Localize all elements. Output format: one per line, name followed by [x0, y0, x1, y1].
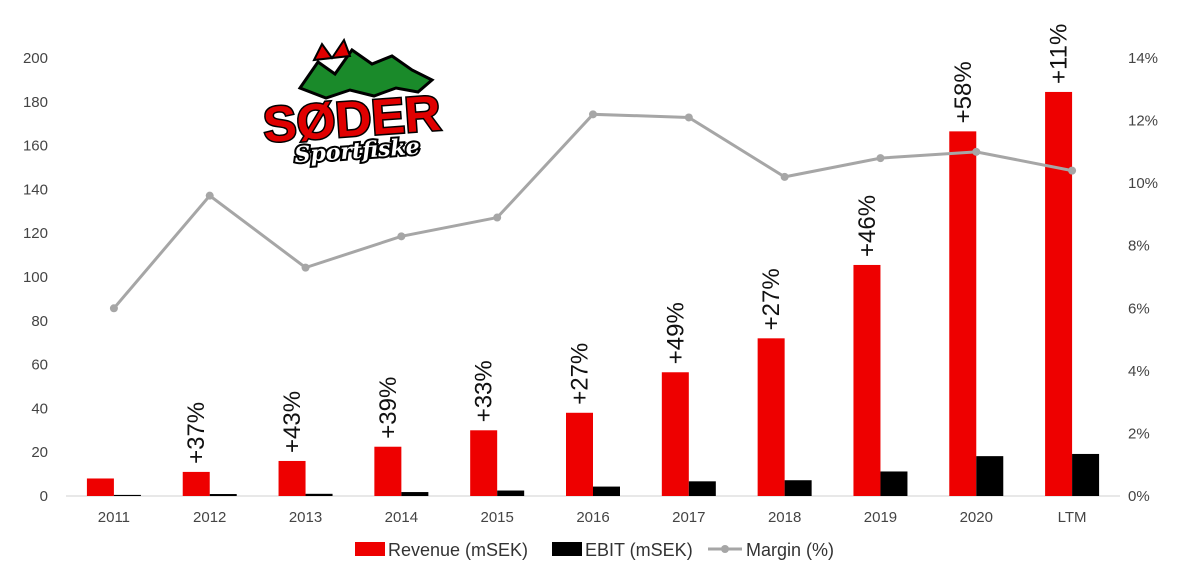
- growth-label: +46%: [854, 195, 881, 257]
- left-axis-ticks: 0 20 40 60 80 100 120 140 160 180 200: [23, 50, 48, 505]
- margin-point: [972, 147, 981, 156]
- right-axis-ticks: 0% 2% 4% 6% 8% 10% 12% 14%: [1128, 50, 1158, 505]
- ebit-bar: [305, 493, 333, 496]
- legend-swatch-margin-marker: [721, 545, 729, 553]
- revenue-bar: [470, 430, 498, 496]
- ebit-bar: [497, 490, 525, 496]
- bars: [86, 91, 1100, 497]
- revenue-bar: [566, 412, 593, 496]
- x-tick-label: 2013: [289, 509, 322, 526]
- revenue-bar: [853, 264, 881, 496]
- legend-label-revenue: Revenue (mSEK): [388, 540, 528, 560]
- margin-line: [112, 112, 1073, 310]
- margin-point: [589, 110, 597, 119]
- revenue-bar: [757, 338, 785, 496]
- growth-label: +11%: [1046, 24, 1073, 84]
- margin-point: [205, 191, 214, 200]
- x-tick-label: 2016: [576, 509, 609, 526]
- margin-point: [493, 213, 502, 222]
- right-tick-label: 8%: [1128, 238, 1150, 255]
- growth-label: +58%: [950, 61, 977, 123]
- ebit-bar: [593, 486, 620, 496]
- margin-point: [1068, 166, 1077, 175]
- margin-point: [780, 172, 789, 181]
- margin-point: [301, 263, 310, 272]
- revenue-bar: [182, 471, 210, 496]
- x-tick-label: 2020: [960, 509, 993, 526]
- revenue-bar: [661, 372, 689, 496]
- ebit-bar: [1072, 453, 1100, 496]
- left-tick-label: 20: [31, 444, 48, 461]
- right-tick-label: 10%: [1128, 175, 1158, 192]
- right-tick-label: 2%: [1128, 425, 1150, 442]
- x-axis-ticks: 2011 2012 2013 2014 2015 2016 2017 2018 2019 2020…: [98, 509, 1087, 526]
- left-tick-label: 80: [31, 313, 48, 330]
- soder-sportfiske-logo: SØDER Sportfiske: [260, 37, 444, 170]
- revenue-bar: [278, 460, 306, 496]
- x-tick-label: 2018: [768, 509, 801, 526]
- left-tick-label: 160: [23, 138, 48, 155]
- growth-label: +37%: [183, 402, 210, 464]
- left-tick-label: 100: [23, 269, 48, 286]
- ebit-bar: [784, 480, 812, 496]
- right-tick-label: 4%: [1128, 363, 1150, 380]
- x-tick-label: 2012: [193, 509, 226, 526]
- left-tick-label: 180: [23, 94, 48, 111]
- ebit-bar: [209, 494, 237, 496]
- growth-label: +49%: [662, 302, 689, 364]
- revenue-bar: [374, 446, 402, 496]
- left-tick-label: 60: [31, 357, 48, 374]
- logo-title: SØDER: [261, 85, 442, 153]
- revenue-bar: [1045, 91, 1073, 496]
- growth-label: +39%: [375, 377, 402, 439]
- revenue-bar: [86, 478, 114, 496]
- margin-point: [109, 304, 118, 313]
- right-tick-label: 12%: [1128, 113, 1158, 130]
- margin-line-layer: [109, 110, 1077, 313]
- legend-label-margin: Margin (%): [746, 540, 834, 560]
- ebit-bar: [976, 456, 1004, 496]
- ebit-bar: [880, 471, 908, 496]
- left-tick-label: 0: [40, 488, 48, 505]
- ebit-bar: [113, 494, 141, 496]
- ebit-bar: [401, 492, 429, 496]
- left-tick-label: 120: [23, 225, 48, 242]
- x-tick-label: 2017: [672, 509, 705, 526]
- x-tick-label: 2011: [98, 509, 130, 526]
- legend-swatch-revenue: [355, 542, 385, 556]
- logo-fin-shape: [312, 37, 352, 62]
- x-tick-label: 2019: [864, 509, 897, 526]
- left-tick-label: 40: [31, 400, 48, 417]
- left-tick-label: 140: [23, 181, 48, 198]
- left-tick-label: 200: [23, 50, 48, 67]
- legend: Revenue (mSEK) EBIT (mSEK) Margin (%): [355, 540, 834, 560]
- x-tick-label: 2015: [480, 509, 513, 526]
- ebit-bar: [688, 481, 716, 496]
- right-tick-label: 0%: [1128, 488, 1150, 505]
- growth-label: +33%: [471, 360, 498, 422]
- growth-label: +27%: [758, 268, 785, 330]
- logo-fish-shape: [297, 47, 435, 100]
- margin-point: [397, 232, 406, 241]
- margin-point: [876, 154, 885, 163]
- growth-labels: +37% +43% +39% +33% +27% +49% +27% +46% +58% +11%: [183, 24, 1072, 464]
- legend-label-ebit: EBIT (mSEK): [585, 540, 693, 560]
- growth-label: +43%: [279, 391, 306, 453]
- x-tick-label: 2014: [385, 509, 418, 526]
- legend-swatch-ebit: [552, 542, 582, 556]
- x-tick-label: LTM: [1058, 509, 1087, 526]
- margin-point: [684, 113, 693, 122]
- right-tick-label: 6%: [1128, 300, 1150, 317]
- revenue-bar: [949, 131, 977, 497]
- growth-label: +27%: [567, 343, 594, 405]
- right-tick-label: 14%: [1128, 50, 1158, 67]
